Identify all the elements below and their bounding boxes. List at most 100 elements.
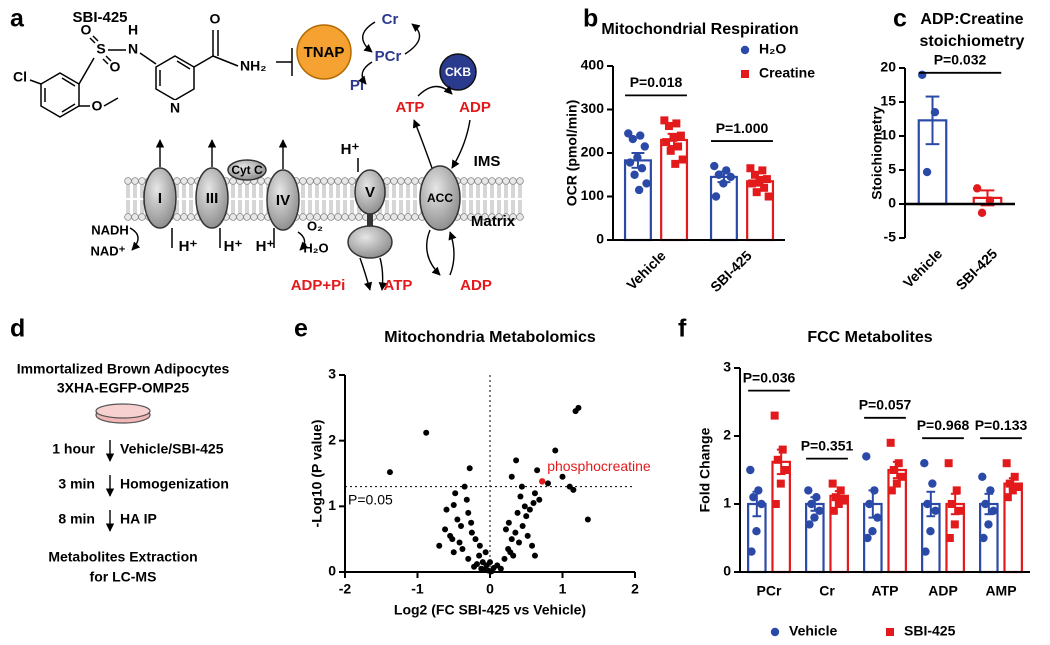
data-point — [660, 116, 669, 125]
data-point — [642, 179, 651, 188]
panel-letter: f — [678, 315, 687, 343]
data-point — [513, 457, 520, 464]
data-point — [922, 167, 932, 177]
data-point — [722, 166, 731, 175]
data-point — [923, 499, 932, 509]
data-point — [977, 208, 987, 218]
y-axis-label: OCR (pmol/min) — [564, 100, 580, 207]
data-point — [1010, 472, 1019, 481]
transport-arrow — [448, 231, 457, 276]
atom: S — [96, 41, 105, 57]
cytochrome-c — [227, 159, 267, 181]
data-point — [624, 129, 633, 138]
data-point — [529, 542, 536, 549]
data-point — [1002, 459, 1011, 468]
bond — [176, 60, 191, 70]
legend-marker — [741, 70, 749, 78]
lipid-head — [173, 213, 181, 221]
atom: O — [110, 59, 121, 75]
data-point — [981, 499, 990, 509]
y-tick-label: 0 — [596, 231, 604, 247]
data-point — [526, 506, 533, 513]
data-point — [672, 119, 681, 128]
lipid-head — [180, 177, 188, 185]
data-point — [978, 472, 987, 481]
data-point — [804, 486, 813, 495]
substrate: O₂ — [307, 218, 323, 233]
enzyme-label: CKB — [445, 65, 471, 79]
data-point — [921, 547, 930, 556]
proton: H⁺ — [256, 238, 275, 255]
data-point — [450, 549, 457, 556]
data-point — [928, 479, 937, 488]
data-point — [771, 500, 780, 508]
data-point — [524, 532, 531, 539]
lipid-head — [397, 213, 405, 221]
data-point — [829, 506, 838, 515]
lipid-head — [341, 213, 349, 221]
x-axis-label: Log2 (FC SBI-425 vs Vehicle) — [394, 602, 586, 618]
compartment: IMS — [474, 153, 501, 170]
atom: H — [128, 22, 138, 38]
data-point — [862, 452, 871, 461]
data-point — [625, 158, 635, 167]
lipid-head — [180, 213, 188, 221]
data-point — [636, 131, 645, 140]
lipid-head — [299, 177, 307, 185]
complex-label: ACC — [427, 191, 453, 205]
y-axis-label: Stoichiometry — [869, 106, 885, 200]
data-point — [510, 552, 517, 559]
lipid-head — [187, 213, 195, 221]
substrate: H₂O — [303, 240, 328, 255]
data-point — [386, 469, 393, 476]
data-point — [466, 465, 473, 472]
data-point — [750, 170, 759, 179]
data-point — [669, 133, 678, 142]
data-point — [810, 513, 819, 522]
enzyme-label: TNAP — [304, 44, 345, 61]
y-tick-label: 2 — [723, 427, 731, 443]
data-point — [778, 445, 787, 454]
data-point — [664, 122, 673, 131]
data-point — [776, 479, 785, 488]
reaction-arrow — [297, 231, 309, 251]
data-point — [671, 159, 680, 168]
x-tick-label: -1 — [411, 581, 424, 597]
panel-letter: e — [294, 315, 308, 343]
data-point — [473, 561, 480, 568]
y-tick-label: 400 — [581, 57, 605, 73]
lipid-head — [467, 177, 475, 185]
cell-line: Immortalized Brown Adipocytes — [17, 361, 230, 377]
complex-label: IV — [276, 192, 290, 209]
data-point — [917, 70, 927, 80]
metabolite: Cr — [382, 11, 399, 28]
data-point — [714, 170, 724, 179]
data-point — [805, 520, 814, 529]
metabolite: ATP — [384, 277, 413, 294]
data-point — [752, 527, 761, 536]
data-point — [521, 503, 528, 510]
data-point — [450, 502, 457, 509]
x-tick-label: Cr — [819, 583, 835, 599]
p-value: P=0.057 — [859, 397, 912, 413]
atom: O — [210, 11, 221, 27]
metabolite: PCr — [375, 48, 402, 65]
lipid-head — [124, 213, 132, 221]
bond — [78, 57, 95, 85]
step-action: Vehicle/SBI-425 — [120, 441, 224, 457]
lipid-head — [516, 177, 524, 185]
data-point — [518, 483, 525, 490]
complex — [354, 169, 386, 215]
panel-letter: b — [583, 5, 598, 33]
reaction-arrow — [359, 257, 373, 291]
bond — [103, 97, 119, 107]
y-tick-label: 2 — [328, 431, 336, 447]
data-point — [747, 547, 756, 556]
data-point — [950, 520, 959, 529]
data-point — [812, 493, 821, 502]
y-tick-label: 0 — [328, 563, 336, 579]
y-tick-label: 3 — [328, 366, 336, 382]
data-point — [989, 506, 998, 515]
data-point — [570, 486, 577, 493]
data-point — [454, 516, 461, 523]
